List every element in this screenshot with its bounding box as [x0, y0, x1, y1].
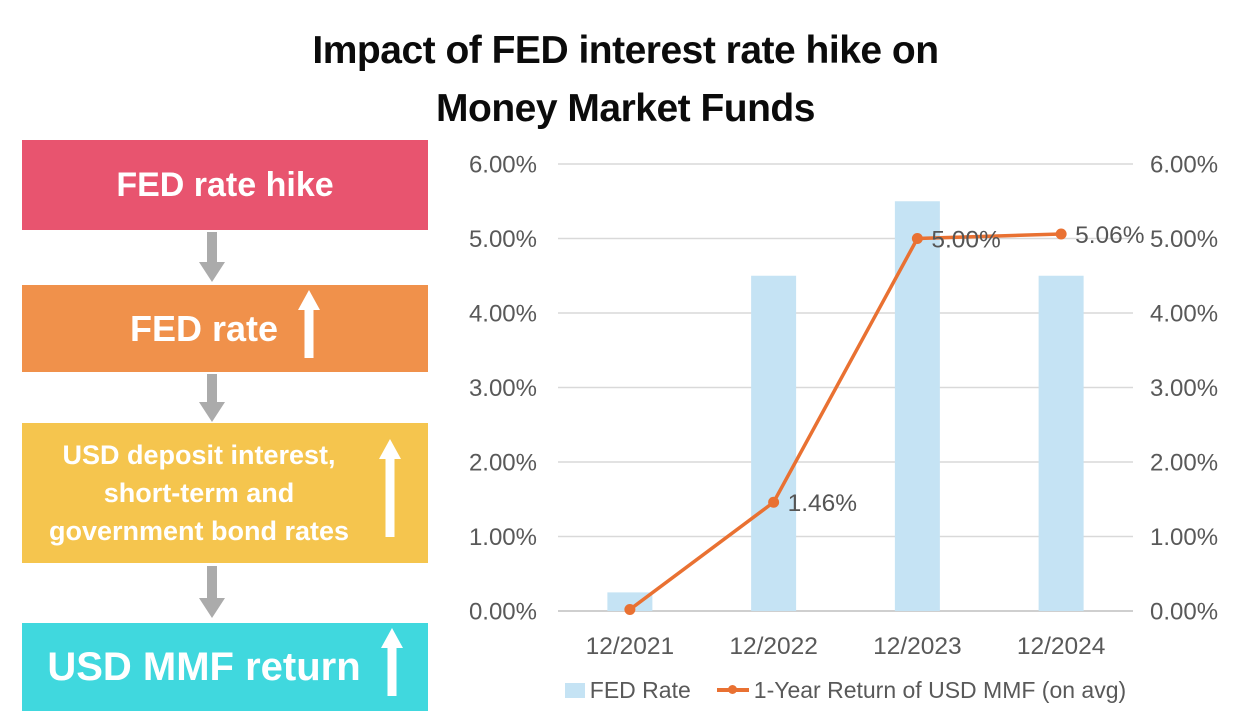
flow-step-label: USD MMF return [47, 644, 361, 689]
fed-rate-bar [751, 275, 797, 611]
data-label: 5.00% [931, 227, 1000, 254]
up-arrow-icon [379, 439, 402, 547]
title-line-2: Money Market Funds [436, 87, 815, 130]
mmf-return-point [768, 496, 780, 508]
x-tick-label: 12/2024 [1017, 633, 1106, 660]
y-tick-left: 6.00% [469, 152, 537, 179]
flow-step-deposit-bond-rates: USD deposit interest, short-term and gov… [22, 423, 428, 563]
flow-step-label: USD deposit interest, short-term and gov… [49, 436, 349, 550]
flow-step-fed-rate: FED rate [22, 285, 428, 372]
legend-label-fed-rate: FED Rate [589, 676, 691, 703]
fed-rate-bar [607, 592, 653, 611]
y-tick-right: 6.00% [1150, 152, 1218, 179]
flow-step-label-line1: USD deposit interest, [62, 440, 336, 470]
y-tick-left: 5.00% [469, 226, 537, 253]
up-arrow-icon [380, 628, 403, 706]
legend-item-mmf-return: 1-Year Return of USD MMF (on avg) [716, 676, 1127, 704]
fed-rate-bar [1038, 275, 1084, 611]
data-label: 1.46% [788, 490, 857, 517]
flow-step-label: FED rate [129, 307, 279, 349]
y-tick-left: 3.00% [469, 375, 537, 402]
legend-label-mmf-return: 1-Year Return of USD MMF (on avg) [753, 676, 1127, 703]
page-title: Impact of FED interest rate hike on Mone… [0, 22, 1251, 138]
y-tick-right: 3.00% [1150, 375, 1218, 402]
y-tick-right: 1.00% [1150, 524, 1218, 551]
mmf-return-point [624, 604, 636, 616]
y-tick-left: 4.00% [469, 301, 537, 328]
flow-step-label: FED rate hike [116, 165, 334, 204]
fed-rate-mmf-chart: 0.00% 0.00% 1.00% 1.00% 2.00% 2.00% 3.00% 3.00%… [469, 152, 1218, 661]
up-arrow-icon [298, 290, 321, 367]
title-line-1: Impact of FED interest rate hike on [312, 29, 939, 72]
x-tick-label: 12/2023 [873, 633, 962, 660]
y-tick-left: 0.00% [469, 599, 537, 626]
y-tick-right: 2.00% [1150, 450, 1218, 477]
y-tick-right: 4.00% [1150, 301, 1218, 328]
down-arrow-icon [199, 566, 225, 623]
y-tick-right: 0.00% [1150, 599, 1218, 626]
fed-rate-bar [894, 201, 940, 611]
flow-step-fed-rate-hike: FED rate hike [22, 140, 428, 230]
mmf-return-point [1055, 228, 1067, 240]
y-tick-right: 5.00% [1150, 226, 1218, 253]
mmf-return-line [628, 232, 1062, 611]
legend-item-fed-rate: FED Rate [564, 676, 691, 704]
down-arrow-icon [199, 374, 225, 427]
x-tick-label: 12/2021 [586, 633, 675, 660]
data-label: 5.06% [1075, 222, 1144, 249]
flow-step-usd-mmf-return: USD MMF return [22, 623, 428, 711]
mmf-return-point [911, 233, 923, 244]
chart-legend: FED Rate 1-Year Return of USD MMF (on av… [440, 676, 1251, 704]
fed-rate-swatch-icon [564, 682, 585, 698]
flow-step-label-line3: government bond rates [48, 516, 350, 546]
y-tick-left: 1.00% [469, 524, 537, 551]
flow-step-label-line2: short-term and [103, 478, 295, 508]
mmf-line-marker-icon [716, 685, 749, 695]
y-tick-left: 2.00% [469, 450, 537, 477]
down-arrow-icon [199, 232, 225, 287]
x-tick-label: 12/2022 [729, 633, 818, 660]
